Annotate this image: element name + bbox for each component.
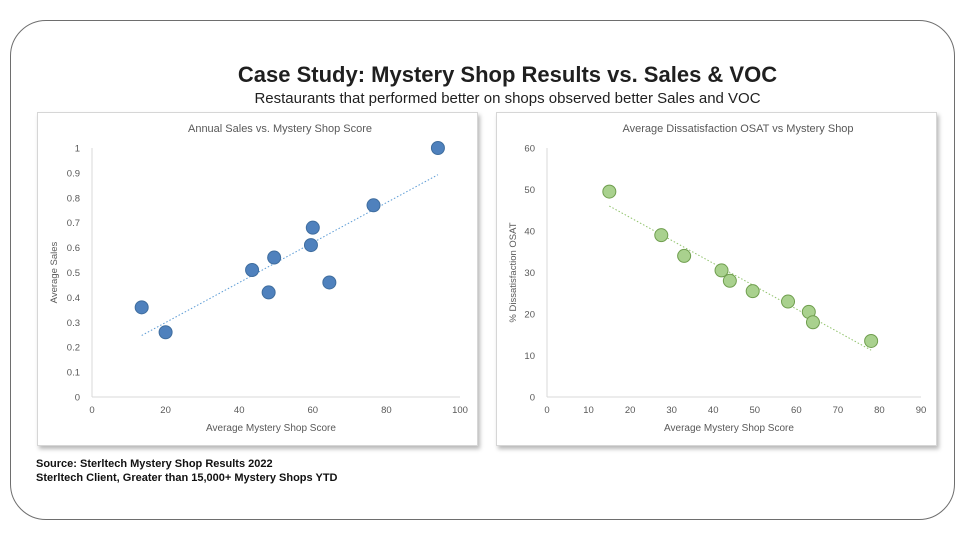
osat-x-tick-label: 20 xyxy=(625,405,636,416)
osat-y-tick-label: 40 xyxy=(524,227,535,238)
osat-y-tick-label: 50 xyxy=(524,185,535,196)
osat-chart-title: Average Dissatisfaction OSAT vs Mystery … xyxy=(622,123,853,135)
osat-x-tick-label: 70 xyxy=(833,405,844,416)
osat-data-point xyxy=(722,273,737,288)
osat-y-axis-label: % Dissatisfaction OSAT xyxy=(508,222,519,322)
sales-y-tick-label: 0.2 xyxy=(67,343,80,354)
sales-data-point xyxy=(322,275,337,290)
source-line-1: Source: Sterltech Mystery Shop Results 2… xyxy=(36,458,273,470)
osat-data-point xyxy=(677,248,692,263)
sales-y-tick-label: 0.6 xyxy=(67,243,80,254)
sales-scatter-chart: Annual Sales vs. Mystery Shop Score 0 0.1 0… xyxy=(49,123,468,434)
page-title: Case Study: Mystery Shop Results vs. Sal… xyxy=(237,62,778,87)
osat-y-tick-label: 60 xyxy=(524,144,535,155)
sales-data-point xyxy=(366,198,381,213)
sales-x-tick-label: 100 xyxy=(452,405,468,416)
sales-y-tick-label: 0.7 xyxy=(67,218,80,229)
sales-x-tick-label: 20 xyxy=(160,405,171,416)
osat-data-point xyxy=(864,333,879,348)
sales-y-tick-label: 0.1 xyxy=(67,368,80,379)
osat-y-tick-label: 0 xyxy=(530,393,535,404)
osat-x-axis-label: Average Mystery Shop Score xyxy=(664,423,794,434)
osat-x-tick-label: 0 xyxy=(544,405,549,416)
sales-data-point xyxy=(267,250,282,265)
sales-data-point xyxy=(305,220,320,235)
osat-y-tick-label: 20 xyxy=(524,310,535,321)
sales-x-tick-label: 40 xyxy=(234,405,245,416)
osat-scatter-chart: Average Dissatisfaction OSAT vs Mystery … xyxy=(508,123,927,434)
osat-x-tick-label: 80 xyxy=(874,405,885,416)
osat-data-point xyxy=(714,263,729,278)
sales-data-point xyxy=(430,141,445,155)
sales-data-point xyxy=(261,285,276,300)
sales-trendline xyxy=(141,174,439,336)
sales-x-tick-label: 60 xyxy=(308,405,319,416)
osat-x-tick-label: 30 xyxy=(666,405,677,416)
source-line-2: Sterltech Client, Greater than 15,000+ M… xyxy=(36,472,338,484)
osat-data-point xyxy=(781,294,796,309)
sales-chart-title: Annual Sales vs. Mystery Shop Score xyxy=(188,123,372,135)
sales-data-point xyxy=(303,238,318,253)
sales-data-point xyxy=(158,325,173,340)
page-subtitle: Restaurants that performed better on sho… xyxy=(254,90,761,107)
sales-chart-panel: Annual Sales vs. Mystery Shop Score 0 0.1 0… xyxy=(37,112,478,446)
sales-y-tick-label: 0.8 xyxy=(67,193,80,204)
sales-y-tick-label: 1 xyxy=(75,144,80,155)
sales-data-point xyxy=(245,263,260,278)
osat-y-tick-label: 10 xyxy=(524,351,535,362)
osat-x-tick-label: 50 xyxy=(749,405,760,416)
osat-x-tick-label: 40 xyxy=(708,405,719,416)
sales-y-axis-label: Average Sales xyxy=(49,241,60,303)
sales-x-tick-label: 0 xyxy=(89,405,94,416)
osat-data-point xyxy=(805,315,820,330)
sales-x-axis-label: Average Mystery Shop Score xyxy=(206,423,336,434)
osat-data-point xyxy=(745,284,760,299)
sales-y-tick-label: 0.4 xyxy=(67,293,80,304)
sales-y-tick-label: 0.9 xyxy=(67,168,80,179)
osat-chart-panel: Average Dissatisfaction OSAT vs Mystery … xyxy=(496,112,937,446)
sales-x-tick-label: 80 xyxy=(381,405,392,416)
osat-y-tick-label: 30 xyxy=(524,268,535,279)
osat-data-point xyxy=(654,228,669,243)
sales-data-point xyxy=(134,300,149,315)
osat-data-point xyxy=(602,184,617,199)
osat-x-tick-label: 90 xyxy=(916,405,927,416)
sales-y-tick-label: 0 xyxy=(75,393,80,404)
sales-y-tick-label: 0.3 xyxy=(67,318,80,329)
osat-x-tick-label: 60 xyxy=(791,405,802,416)
osat-x-tick-label: 10 xyxy=(583,405,594,416)
sales-y-tick-label: 0.5 xyxy=(67,268,80,279)
osat-trendline xyxy=(609,205,872,351)
